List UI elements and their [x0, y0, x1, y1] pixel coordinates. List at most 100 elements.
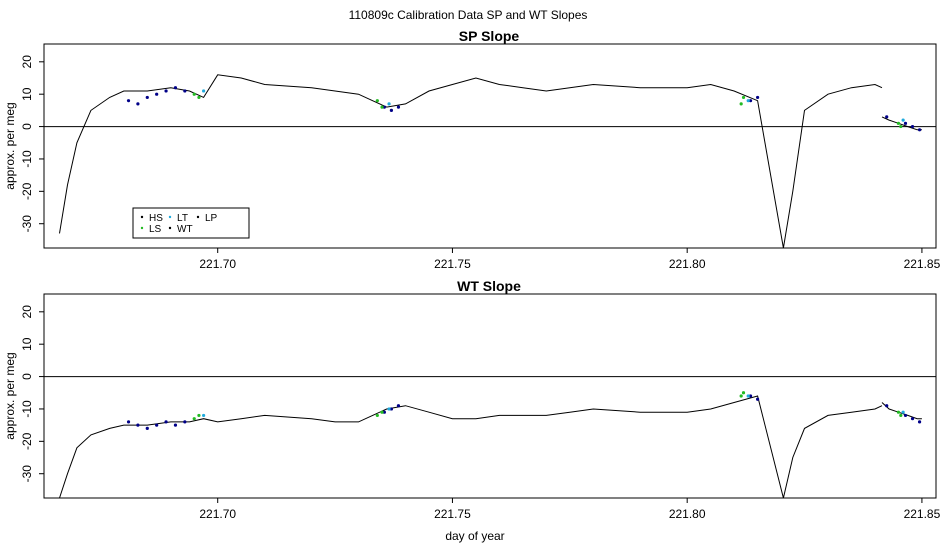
- series-line-0: [59, 74, 883, 248]
- y-axis-label-wt: approx. per meg: [3, 352, 17, 439]
- data-point-ls: [896, 410, 901, 414]
- data-point-ls: [375, 99, 379, 103]
- data-point-lt: [387, 102, 391, 106]
- legend-entry-lt: LT: [168, 213, 188, 224]
- data-point-hs: [910, 417, 915, 421]
- data-point-hs: [748, 394, 753, 398]
- x-tick-label: 221.85: [904, 507, 941, 521]
- legend-sp: HS LT LP LS WT: [132, 207, 250, 239]
- data-point-ls: [380, 105, 384, 109]
- x-tick-label: 221.70: [199, 257, 236, 271]
- data-point-ls: [899, 124, 903, 129]
- data-point-ls: [197, 413, 201, 418]
- data-point-lt: [746, 99, 750, 103]
- x-tick-label: 221.75: [434, 507, 471, 521]
- data-point-hs: [903, 121, 908, 125]
- y-tick-label: 0: [20, 373, 34, 380]
- plot-clip-group: [44, 376, 936, 498]
- data-point-hs: [173, 423, 178, 427]
- x-tick-label: 221.80: [669, 507, 706, 521]
- legend-label-lp: LP: [205, 213, 218, 224]
- legend-marker-wt: [168, 226, 172, 230]
- data-point-hs: [126, 99, 131, 103]
- x-axis-wt: 221.70 221.75 221.80 221.85: [199, 498, 941, 521]
- legend-entry-ls: LS: [140, 224, 162, 235]
- y-tick-label: -30: [20, 215, 34, 233]
- panel-sp-slope: SP Slope 20 10 0 -10 -20 -30 221.70 221.75 221.…: [3, 28, 941, 271]
- series-line-0: [59, 395, 883, 498]
- legend-marker-ls: [140, 226, 144, 230]
- x-tick-label: 221.70: [199, 507, 236, 521]
- data-point-lt: [901, 118, 905, 122]
- data-point-hs: [917, 128, 922, 132]
- x-axis-sp: 221.70 221.75 221.80 221.85: [199, 248, 941, 271]
- data-point-hs: [183, 89, 187, 93]
- x-axis-label: day of year: [445, 529, 504, 543]
- data-point-hs: [382, 105, 386, 109]
- data-point-hs: [173, 86, 178, 90]
- legend-label-ls: LS: [149, 224, 162, 235]
- panel-title-sp: SP Slope: [459, 28, 520, 44]
- data-point-ls: [739, 102, 743, 106]
- data-point-lt: [746, 394, 750, 398]
- legend-label-hs: HS: [149, 213, 163, 224]
- data-point-hs: [756, 95, 760, 100]
- data-point-ls: [739, 394, 743, 398]
- legend-label-lt: LT: [177, 213, 188, 224]
- x-tick-label: 221.75: [434, 257, 471, 271]
- legend-box: [132, 207, 250, 239]
- data-point-hs: [396, 404, 401, 408]
- data-point-lt: [901, 410, 905, 414]
- plot-area-sp: [44, 74, 936, 248]
- data-point-hs: [164, 89, 168, 93]
- x-tick-label: 221.85: [904, 257, 941, 271]
- data-point-hs: [885, 404, 889, 408]
- data-point-hs: [126, 420, 131, 424]
- figure-title: 110809c Calibration Data SP and WT Slope…: [349, 8, 588, 22]
- data-point-hs: [917, 420, 922, 424]
- y-tick-label: -10: [20, 400, 34, 418]
- y-tick-label: -30: [20, 465, 34, 483]
- data-point-ls: [192, 92, 196, 96]
- data-point-hs: [136, 102, 140, 106]
- y-axis-label-sp: approx. per meg: [3, 102, 17, 189]
- data-point-ls: [380, 410, 384, 414]
- y-axis-wt: 20 10 0 -10 -20 -30: [20, 305, 44, 483]
- data-point-hs: [382, 410, 386, 414]
- data-point-hs: [885, 115, 889, 119]
- legend-marker-hs: [140, 215, 144, 219]
- data-point-hs: [748, 99, 753, 103]
- data-point-ls: [741, 95, 746, 100]
- data-point-hs: [155, 92, 159, 96]
- legend-marker-lt: [168, 215, 172, 219]
- data-point-lt: [202, 89, 206, 93]
- y-tick-label: -10: [20, 150, 34, 168]
- data-point-ls: [197, 95, 201, 100]
- y-tick-label: -20: [20, 182, 34, 200]
- y-tick-label: 10: [20, 87, 34, 101]
- legend-marker-lp: [196, 215, 200, 219]
- y-tick-label: 10: [20, 337, 34, 351]
- y-tick-label: 20: [20, 55, 34, 69]
- data-point-hs: [903, 413, 908, 418]
- data-point-ls: [741, 391, 746, 395]
- y-axis-sp: 20 10 0 -10 -20 -30: [20, 55, 44, 233]
- data-point-hs: [145, 426, 149, 430]
- data-point-hs: [145, 95, 149, 100]
- y-tick-label: -20: [20, 432, 34, 450]
- panel-title-wt: WT Slope: [457, 278, 521, 294]
- plot-frame-wt: [43, 293, 937, 499]
- y-tick-label: 0: [20, 123, 34, 130]
- data-point-ls: [192, 417, 196, 421]
- plot-frame-sp: [43, 43, 937, 249]
- data-point-ls: [375, 413, 379, 418]
- data-point-hs: [396, 105, 401, 109]
- data-point-hs: [910, 124, 915, 129]
- legend-entry-hs: HS: [140, 213, 163, 224]
- data-point-hs: [136, 423, 140, 427]
- data-point-lt: [387, 407, 391, 411]
- legend-entry-lp: LP: [196, 213, 218, 224]
- data-point-hs: [756, 397, 760, 401]
- data-point-hs: [155, 423, 159, 427]
